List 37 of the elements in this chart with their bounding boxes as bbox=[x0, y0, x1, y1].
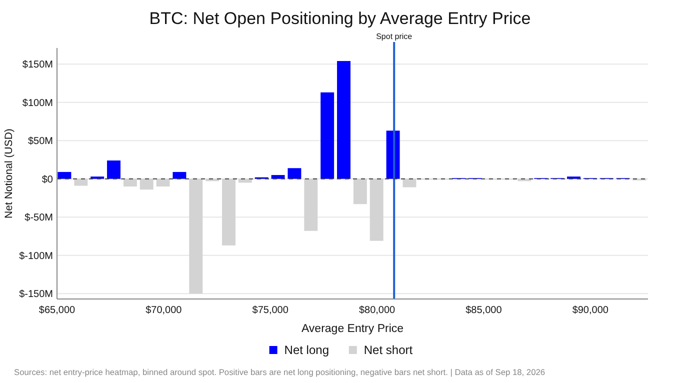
bar bbox=[337, 61, 350, 179]
bar bbox=[140, 178, 154, 190]
bar bbox=[304, 178, 318, 231]
chart-title: BTC: Net Open Positioning by Average Entry Price bbox=[149, 9, 531, 28]
y-tick-label: $50M bbox=[28, 136, 53, 148]
legend-label: Net short bbox=[364, 343, 414, 357]
bar bbox=[402, 178, 416, 188]
y-tick-label: $-50M bbox=[24, 212, 53, 224]
bar bbox=[288, 168, 302, 179]
bar bbox=[222, 178, 236, 246]
ref-line-label: Spot price bbox=[376, 32, 413, 41]
bar bbox=[123, 178, 137, 187]
y-tick-label: $-150M bbox=[19, 289, 53, 300]
x-tick-label: $80,000 bbox=[358, 305, 396, 316]
bar bbox=[189, 178, 203, 294]
y-tick-label: $0 bbox=[42, 174, 54, 186]
bar bbox=[370, 178, 384, 241]
bar bbox=[156, 178, 170, 187]
bar bbox=[320, 92, 334, 179]
bar bbox=[74, 178, 88, 186]
source-note: Sources: net entry-price heatmap, binned around spot. Positive bars are net long positioning, negative bars net short. | Data as of Sep 18, 2026 bbox=[14, 367, 546, 377]
x-tick-label: $85,000 bbox=[466, 305, 502, 316]
x-tick-label: $90,000 bbox=[572, 305, 609, 316]
x-tick-label: $75,000 bbox=[252, 305, 289, 316]
x-axis-title: Average Entry Price bbox=[301, 323, 404, 335]
bar bbox=[353, 178, 367, 204]
bar bbox=[172, 172, 186, 179]
y-tick-label: $100M bbox=[22, 98, 53, 109]
y-tick-label: $150M bbox=[22, 60, 53, 71]
y-tick-label: $-100M bbox=[19, 250, 53, 262]
bar bbox=[107, 160, 120, 179]
bar bbox=[58, 172, 72, 179]
legend-label: Net long bbox=[284, 343, 330, 357]
x-tick-label: $65,000 bbox=[38, 305, 76, 316]
bar bbox=[271, 175, 285, 179]
x-tick-label: $70,000 bbox=[146, 305, 182, 316]
y-axis-title: Net Notional (USD) bbox=[3, 128, 15, 218]
